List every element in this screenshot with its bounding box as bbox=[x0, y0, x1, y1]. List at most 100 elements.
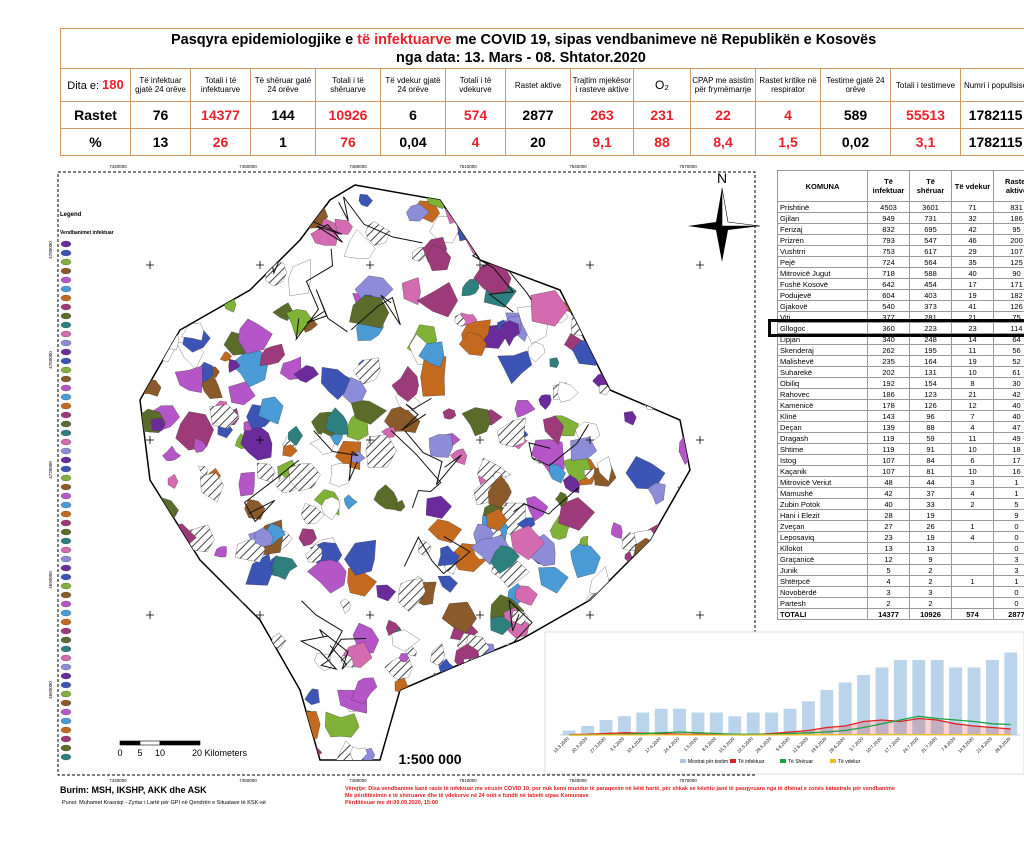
cell: 19 bbox=[909, 509, 952, 521]
cell: 0 bbox=[993, 531, 1024, 543]
settlement bbox=[282, 444, 298, 457]
cell: 186 bbox=[867, 388, 910, 400]
settlement bbox=[391, 365, 419, 402]
summary-table: Pasqyra epidemiologjike e të infektuarve… bbox=[60, 28, 1024, 156]
cell: 182 bbox=[993, 289, 1024, 301]
cell: 12 bbox=[867, 553, 910, 565]
legend-swatch bbox=[60, 663, 72, 671]
legend-swatch bbox=[60, 474, 72, 482]
boundary bbox=[319, 629, 349, 670]
y-coordinate: 4780000 bbox=[48, 241, 53, 259]
settlement bbox=[510, 525, 545, 561]
legend-swatch bbox=[60, 636, 72, 644]
settlement bbox=[514, 400, 536, 418]
settlement bbox=[437, 575, 458, 593]
legend-swatch bbox=[60, 654, 72, 662]
cell: 47 bbox=[993, 421, 1024, 433]
boundary bbox=[403, 536, 471, 575]
legend-swatch bbox=[60, 537, 72, 545]
cell: 13 bbox=[909, 542, 952, 554]
cell bbox=[951, 509, 994, 521]
settlement bbox=[406, 203, 430, 222]
legend-swatch bbox=[60, 753, 72, 761]
legend-swatch bbox=[60, 321, 72, 329]
cell: 20 bbox=[505, 128, 571, 156]
cell: 3,1 bbox=[890, 128, 961, 156]
legend-swatch bbox=[60, 681, 72, 689]
cell: 123 bbox=[909, 388, 952, 400]
cell: Mitrovicë Veriut bbox=[777, 476, 868, 488]
total-row: TOTALI 14377 10926 574 2877 bbox=[777, 608, 1024, 620]
settlement bbox=[254, 527, 274, 547]
cell: Suharekë bbox=[777, 366, 868, 378]
settlement bbox=[320, 496, 340, 521]
cell: 5 bbox=[867, 564, 910, 576]
cell: 186 bbox=[993, 212, 1024, 224]
cell: 11 bbox=[951, 344, 994, 356]
settlement bbox=[305, 543, 323, 563]
settlement bbox=[286, 309, 312, 337]
boundary bbox=[513, 486, 580, 515]
settlement bbox=[162, 445, 181, 461]
column-header: Totali i të infektuarve bbox=[190, 68, 251, 102]
cell: 107 bbox=[867, 465, 910, 477]
cell: 4 bbox=[867, 575, 910, 587]
cell: 32 bbox=[951, 212, 994, 224]
cell: 589 bbox=[820, 101, 891, 129]
legend-swatch bbox=[60, 699, 72, 707]
bar bbox=[820, 690, 834, 735]
settlement bbox=[259, 343, 285, 367]
cell: 14377 bbox=[190, 101, 251, 129]
cell: 35 bbox=[951, 256, 994, 268]
column-header: Testime gjatë 24 orëve bbox=[820, 68, 891, 102]
settlement bbox=[487, 474, 512, 508]
row: Kaçanik 107 81 10 16 bbox=[777, 465, 1024, 477]
author: Punoi: Muhamet Krasniqi - Zyrtar i Lartë… bbox=[62, 800, 266, 806]
settlement bbox=[425, 495, 452, 519]
north: N bbox=[717, 170, 727, 186]
cell: 454 bbox=[909, 278, 952, 290]
highlight-box bbox=[768, 319, 1024, 337]
cell: 724 bbox=[867, 256, 910, 268]
column-header: Trajtim mjekësor i rasteve aktive bbox=[570, 68, 634, 102]
legend-swatch bbox=[60, 690, 72, 698]
legend-swatch bbox=[60, 294, 72, 302]
x-coordinate: 7450000 bbox=[239, 164, 257, 169]
row: Fushë Kosovë 642 454 17 171 bbox=[777, 278, 1024, 290]
settlement bbox=[557, 381, 579, 403]
legend-marker bbox=[730, 759, 736, 763]
bar bbox=[617, 716, 631, 735]
row: Junik 5 2 3 bbox=[777, 564, 1024, 576]
legend-swatch bbox=[60, 384, 72, 392]
y-coordinate: 4660000 bbox=[48, 681, 53, 699]
cell: 41 bbox=[951, 300, 994, 312]
cell: 40 bbox=[993, 410, 1024, 422]
settlement bbox=[358, 194, 373, 208]
chart: 13.3.2020 20.3.2020 27.3.2020 3.4.2020 10.4.… bbox=[544, 631, 1024, 775]
settlement bbox=[500, 320, 520, 347]
cell: Junik bbox=[777, 564, 868, 576]
settlement bbox=[343, 494, 358, 510]
cell: 37 bbox=[909, 487, 952, 499]
legend-swatch bbox=[60, 573, 72, 581]
municipality-table: KOMUNA Të infektuar Të shëruar Të vdekur Ras… bbox=[777, 170, 1024, 620]
legend-swatch bbox=[60, 249, 72, 257]
x-coordinate: 7540000 bbox=[569, 778, 587, 783]
column-header: Rastet aktive bbox=[505, 68, 571, 102]
settlement bbox=[287, 425, 303, 446]
settlement bbox=[342, 377, 367, 404]
legend-swatch bbox=[60, 528, 72, 536]
cell: Klinë bbox=[777, 410, 868, 422]
cell: 0 bbox=[993, 586, 1024, 598]
legend-swatch bbox=[60, 519, 72, 527]
row: Klinë 143 96 7 40 bbox=[777, 410, 1024, 422]
settlement bbox=[344, 539, 376, 576]
row: Istog 107 84 6 17 bbox=[777, 454, 1024, 466]
header-row: Dita e: 180 Të infektuar gjatë 24 orëve Tot… bbox=[60, 68, 1024, 102]
settlement bbox=[174, 365, 203, 393]
cell: 21 bbox=[951, 388, 994, 400]
x-coordinate: 7480000 bbox=[349, 164, 367, 169]
legend-label: Të infektuar bbox=[738, 759, 765, 765]
settlement bbox=[514, 585, 538, 606]
bar bbox=[654, 708, 668, 735]
